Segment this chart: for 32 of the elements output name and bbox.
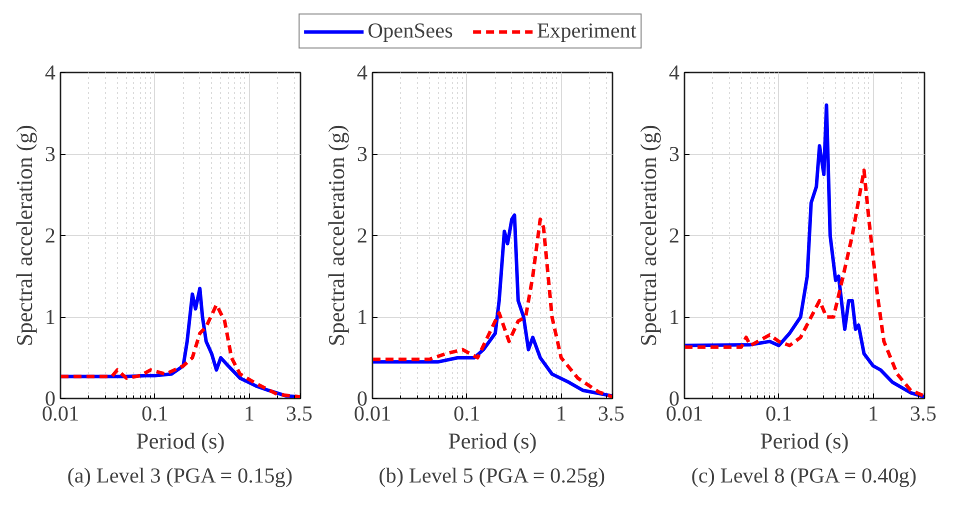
- y-tick-label: 3: [44, 142, 56, 166]
- y-tick-label: 1: [668, 305, 680, 329]
- x-tick-label: 3.5: [286, 402, 313, 426]
- x-tick-label: 1: [868, 402, 879, 426]
- y-tick-label: 2: [668, 224, 680, 248]
- x-tick-label: 0.1: [454, 402, 480, 426]
- y-tick-label: 3: [356, 142, 368, 166]
- y-tick-label: 1: [44, 305, 56, 329]
- y-tick-label: 2: [356, 224, 368, 248]
- text: (b) Level 5 (PGA = 0.25g): [378, 464, 606, 488]
- y-tick-label: 2: [44, 224, 56, 248]
- text: (a) Level 3 (PGA = 0.15g): [67, 464, 293, 488]
- x-tick-label: 0.1: [766, 402, 792, 426]
- y-axis-title: Spectral acceleration (g): [12, 124, 37, 346]
- x-axis-title: Period (s): [448, 428, 537, 454]
- x-axis-title: Period (s): [136, 428, 225, 454]
- x-tick-label: 3.5: [598, 402, 625, 426]
- y-tick-label: 3: [668, 142, 680, 166]
- x-tick-label: 0.1: [142, 402, 168, 426]
- y-tick-label: 4: [356, 60, 368, 84]
- text: (c) Level 8 (PGA = 0.40g): [691, 464, 917, 488]
- legend-label: OpenSees: [368, 18, 453, 44]
- legend-label: Experiment: [536, 18, 636, 44]
- x-tick-label: 1: [556, 402, 567, 426]
- y-axis-title: Spectral acceleration (g): [324, 124, 349, 346]
- y-tick-label: 4: [44, 60, 56, 84]
- x-tick-label: 3.5: [910, 402, 937, 426]
- y-axis-title: Spectral acceleration (g): [636, 124, 661, 346]
- y-tick-label: 1: [356, 305, 368, 329]
- x-axis-title: Period (s): [760, 428, 849, 454]
- y-tick-label: 4: [668, 60, 680, 84]
- x-tick-label: 1: [244, 402, 255, 426]
